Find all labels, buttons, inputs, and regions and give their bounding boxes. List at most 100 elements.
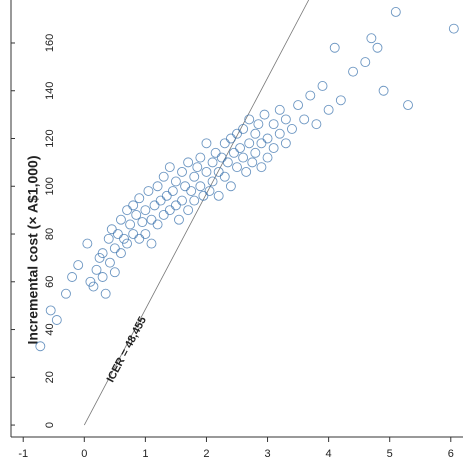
point xyxy=(222,157,233,168)
point xyxy=(219,138,230,149)
point xyxy=(189,171,200,182)
point xyxy=(146,238,157,249)
point xyxy=(366,33,377,44)
point xyxy=(256,138,267,149)
point xyxy=(35,341,46,352)
point xyxy=(219,171,230,182)
point xyxy=(235,143,246,154)
point xyxy=(311,119,322,130)
point xyxy=(323,104,334,115)
point xyxy=(94,252,105,263)
point xyxy=(91,264,102,275)
icer-line xyxy=(83,0,310,426)
point xyxy=(67,272,78,282)
point xyxy=(45,305,56,316)
point xyxy=(198,190,209,201)
point xyxy=(232,162,242,173)
point xyxy=(143,186,154,196)
point xyxy=(329,42,340,53)
point xyxy=(174,214,184,225)
point xyxy=(180,181,191,192)
point xyxy=(152,181,163,192)
x-tick-label: 3 xyxy=(264,448,270,460)
point xyxy=(207,176,218,187)
point xyxy=(134,193,145,204)
y-tick-label: 160 xyxy=(44,34,56,52)
annotation: ICER = 48,455 xyxy=(105,315,149,385)
point xyxy=(280,114,291,125)
point xyxy=(152,219,163,230)
point xyxy=(244,114,255,125)
point xyxy=(225,181,236,192)
point xyxy=(348,66,359,77)
point xyxy=(146,214,157,225)
point xyxy=(82,238,93,249)
point xyxy=(274,104,285,115)
point xyxy=(213,166,224,177)
point xyxy=(268,119,279,130)
x-tick-label: 5 xyxy=(387,448,393,460)
point xyxy=(167,186,178,196)
point xyxy=(256,162,267,173)
point xyxy=(262,152,273,163)
point xyxy=(61,288,71,299)
point xyxy=(293,100,304,111)
point xyxy=(250,128,261,139)
point xyxy=(112,229,123,239)
point xyxy=(170,176,181,187)
point xyxy=(122,205,133,216)
x-tick-label: 2 xyxy=(203,448,209,460)
point xyxy=(238,152,249,163)
y-tick-label: 140 xyxy=(44,82,56,100)
point xyxy=(155,195,166,206)
point xyxy=(164,205,175,216)
point xyxy=(335,95,346,106)
point xyxy=(204,186,215,196)
point xyxy=(131,209,142,220)
point xyxy=(85,276,96,287)
y-tick-label: 20 xyxy=(44,371,56,383)
point xyxy=(305,90,316,101)
point xyxy=(448,23,459,34)
y-axis-label: Incremental cost (× A$1,000) xyxy=(25,156,41,345)
point xyxy=(103,233,114,244)
x-tick-label: 6 xyxy=(448,448,454,460)
point xyxy=(170,200,181,211)
point xyxy=(73,260,84,271)
y-tick-label: 40 xyxy=(44,323,56,335)
point xyxy=(122,238,133,249)
point xyxy=(192,162,203,173)
point xyxy=(105,257,115,268)
point xyxy=(88,281,99,292)
point xyxy=(51,315,62,325)
y-tick-label: 80 xyxy=(44,228,56,240)
point xyxy=(274,128,285,139)
point xyxy=(109,243,120,254)
point xyxy=(317,81,328,91)
point xyxy=(253,119,264,130)
y-tick-label: 100 xyxy=(44,177,56,195)
point xyxy=(360,57,371,68)
point xyxy=(137,217,148,228)
point xyxy=(244,138,255,149)
point xyxy=(128,229,139,239)
point xyxy=(149,200,160,211)
point xyxy=(177,166,187,177)
point xyxy=(201,138,212,149)
point xyxy=(115,248,126,259)
point xyxy=(195,152,206,163)
point xyxy=(213,190,224,201)
point xyxy=(372,42,383,53)
point xyxy=(247,157,258,168)
point xyxy=(158,209,169,220)
point xyxy=(403,100,413,111)
point xyxy=(210,147,221,158)
point xyxy=(287,124,297,134)
point xyxy=(250,147,261,158)
point xyxy=(161,190,172,201)
point xyxy=(109,267,120,278)
point xyxy=(225,133,236,144)
x-tick-label: -1 xyxy=(18,448,28,460)
point xyxy=(195,181,206,192)
x-tick-label: 0 xyxy=(81,448,87,460)
